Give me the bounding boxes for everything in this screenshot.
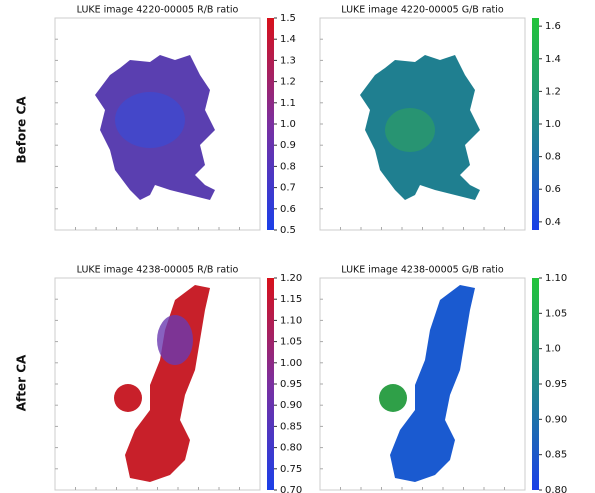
colorbar-label: 1.2	[545, 86, 561, 97]
colorbar-label: 1.1	[280, 98, 296, 109]
colorbar-label: 0.8	[545, 152, 561, 163]
chart-title: LUKE image 4238-00005 R/B ratio	[77, 265, 239, 276]
colorbar-label: 0.6	[280, 204, 296, 215]
colorbar-label: 0.4	[545, 217, 561, 228]
colorbar-label: 1.00	[280, 358, 302, 369]
colorbar-label: 0.6	[545, 184, 561, 195]
colorbar	[532, 18, 539, 230]
colorbar-label: 0.90	[280, 400, 302, 411]
colorbar-label: 1.05	[280, 337, 302, 348]
colorbar	[267, 18, 274, 230]
figure: Before CA After CA LUKE image 4220-00005…	[0, 0, 595, 493]
colorbar-label: 0.95	[280, 379, 302, 390]
colorbar-label: 1.0	[280, 119, 296, 130]
colorbar-label: 0.5	[280, 225, 296, 236]
colorbar-label: 1.0	[545, 119, 561, 130]
colorbar-label: 1.4	[545, 54, 561, 65]
colorbar-label: 0.9	[280, 140, 296, 151]
colorbar-label: 0.85	[280, 421, 302, 432]
colorbar-label: 1.4	[280, 34, 296, 45]
chart-title: LUKE image 4220-00005 R/B ratio	[77, 5, 239, 16]
colorbar-label: 0.8	[280, 161, 296, 172]
colorbar-label: 0.70	[280, 485, 302, 493]
colorbar-label: 1.20	[280, 273, 302, 284]
colorbar-label: 1.10	[545, 273, 567, 284]
colorbar-label: 1.5	[280, 13, 296, 24]
chart-title: LUKE image 4238-00005 G/B ratio	[341, 265, 504, 276]
colorbar-label: 0.90	[545, 414, 567, 425]
row-label: After CA	[15, 354, 29, 411]
colorbar-label: 1.6	[545, 21, 561, 32]
colorbar	[267, 278, 274, 490]
colorbar	[532, 278, 539, 490]
colorbar-label: 1.05	[545, 308, 567, 319]
colorbar-label: 1.0	[545, 344, 561, 355]
row-label: Before CA	[15, 96, 29, 164]
colorbar-label: 1.3	[280, 55, 296, 66]
colorbar-label: 1.2	[280, 77, 296, 88]
colorbar-label: 0.75	[280, 464, 302, 475]
colorbar-label: 0.80	[280, 443, 302, 454]
colorbar-label: 0.95	[545, 379, 567, 390]
colorbar-label: 1.15	[280, 294, 302, 305]
chart-title: LUKE image 4220-00005 G/B ratio	[341, 5, 504, 16]
colorbar-label: 1.10	[280, 315, 302, 326]
colorbar-label: 0.7	[280, 183, 296, 194]
colorbar-label: 0.85	[545, 450, 567, 461]
colorbar-label: 0.80	[545, 485, 567, 493]
